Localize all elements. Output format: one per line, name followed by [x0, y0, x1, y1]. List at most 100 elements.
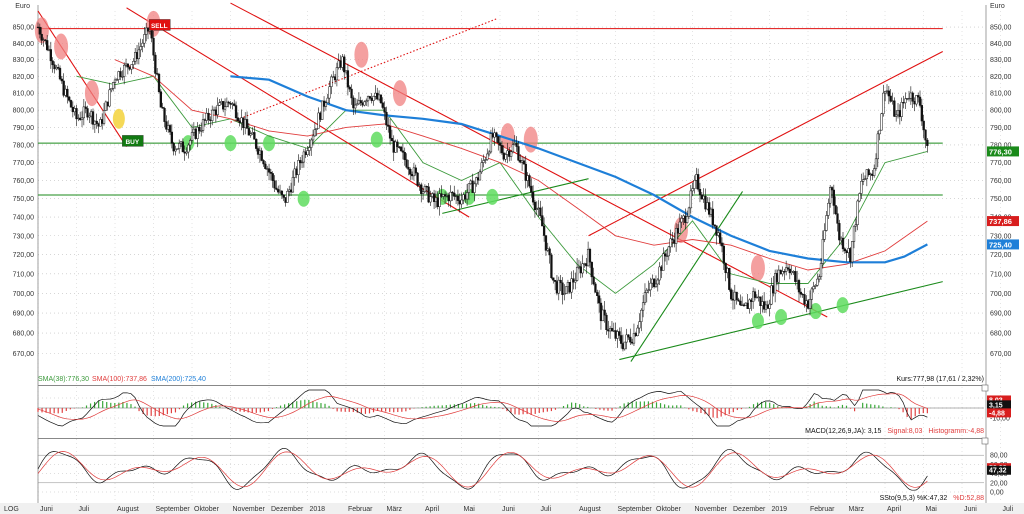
legend-sma200: SMA(200):725,40 [151, 376, 206, 383]
candle-body [163, 108, 166, 122]
candle-body [355, 103, 359, 106]
ytick-label-left: 690,00 [13, 311, 35, 318]
candle-body [99, 119, 102, 127]
candle-body [788, 268, 791, 274]
stoch-ytick-label: 80,00 [990, 453, 1008, 460]
candle-body [126, 63, 130, 68]
candle-body [827, 202, 830, 216]
buy-signal-label: BUY [125, 139, 139, 146]
candle-body [834, 205, 837, 214]
candle-body [157, 73, 161, 92]
xtick-label: September [156, 506, 191, 513]
candle-body [112, 82, 115, 89]
ytick-label-left: 730,00 [13, 233, 35, 240]
xtick-label: Dezember [733, 506, 766, 513]
candle-body [500, 145, 504, 154]
macd-ytick-label: -10,00 [990, 416, 1010, 423]
candle-body [42, 39, 45, 41]
candle-body [80, 117, 84, 120]
stoch-ytick-label: 0,00 [990, 490, 1004, 497]
candle-body [812, 286, 815, 290]
candle-body [840, 237, 843, 241]
candle-body [66, 88, 69, 98]
candle-body [47, 49, 51, 51]
candle-body [906, 98, 909, 100]
candle-body [97, 123, 100, 127]
candle-body [526, 175, 529, 181]
candle-body [588, 248, 592, 263]
macd-close-icon[interactable] [981, 384, 989, 392]
macd-signal-line [37, 393, 928, 422]
candle-body [898, 110, 901, 117]
candle-body [759, 296, 762, 307]
candle-body [145, 27, 148, 35]
candle-body [700, 194, 703, 200]
candle-body [528, 175, 531, 187]
log-scale-label[interactable]: LOG [4, 506, 19, 513]
macd-label: MACD(12,26,9,JA): 3,15 Signal:8,03 Histo… [805, 428, 984, 435]
candle-body [214, 109, 218, 115]
price-badge-label: 737,86 [989, 217, 1012, 226]
candle-body [168, 125, 172, 133]
candle-body [467, 183, 471, 193]
candle-body [77, 117, 80, 120]
candle-body [289, 189, 293, 193]
candle-body [249, 133, 252, 136]
candle-body [352, 97, 355, 109]
ytick-label-right: 770,00 [990, 160, 1012, 167]
candle-body [271, 173, 274, 181]
unit-label-left: Euro [15, 3, 30, 10]
candle-body [229, 102, 232, 105]
candle-body [123, 64, 126, 77]
green-signal-marker [809, 303, 822, 320]
ytick-label-right: 820,00 [990, 74, 1012, 81]
candle-body [300, 161, 304, 164]
candle-body [124, 63, 128, 66]
candle-body [132, 61, 135, 65]
candle-body [383, 107, 386, 113]
candle-body [918, 96, 922, 106]
ytick-label-left: 700,00 [13, 291, 35, 298]
red-signal-marker [354, 41, 369, 68]
candle-body [218, 102, 221, 106]
red-signal-marker [673, 217, 688, 244]
candle-body [746, 302, 749, 309]
candle-body [794, 271, 797, 282]
candle-body [405, 159, 408, 168]
candle-body [387, 124, 390, 127]
sell-signal-label: SELL [151, 23, 168, 30]
candle-body [333, 76, 337, 81]
candle-body [720, 242, 724, 247]
candle-body [282, 194, 285, 198]
candle-body [762, 301, 766, 310]
candle-body [575, 266, 579, 281]
stoch-close-icon[interactable] [981, 437, 989, 445]
candle-body [491, 133, 494, 138]
macd-label-macd: MACD(12,26,9,JA): 3,15 [805, 428, 881, 435]
ytick-label-right: 760,00 [990, 178, 1012, 185]
candle-body [390, 138, 394, 142]
candle-body [451, 191, 454, 194]
stoch-d-line [37, 451, 928, 488]
candle-body [139, 46, 142, 51]
xtick-label: April [425, 506, 439, 513]
ytick-label-right: 810,00 [990, 91, 1012, 98]
candle-body [310, 139, 313, 148]
candle-body [574, 280, 577, 283]
candle-body [761, 301, 764, 307]
candle-body [663, 253, 667, 257]
candle-body [216, 105, 219, 115]
ytick-label-right: 780,00 [990, 142, 1012, 149]
candle-body [724, 262, 727, 273]
ytick-label-right: 800,00 [990, 108, 1012, 115]
candle-body [297, 160, 300, 176]
candle-body [304, 151, 307, 155]
ytick-label-left: 760,00 [13, 178, 35, 185]
candle-body [915, 95, 918, 105]
candle-body [585, 263, 588, 267]
candle-body [359, 100, 362, 104]
candle-body [462, 194, 465, 201]
candle-body [825, 215, 828, 231]
candle-body [260, 150, 263, 161]
